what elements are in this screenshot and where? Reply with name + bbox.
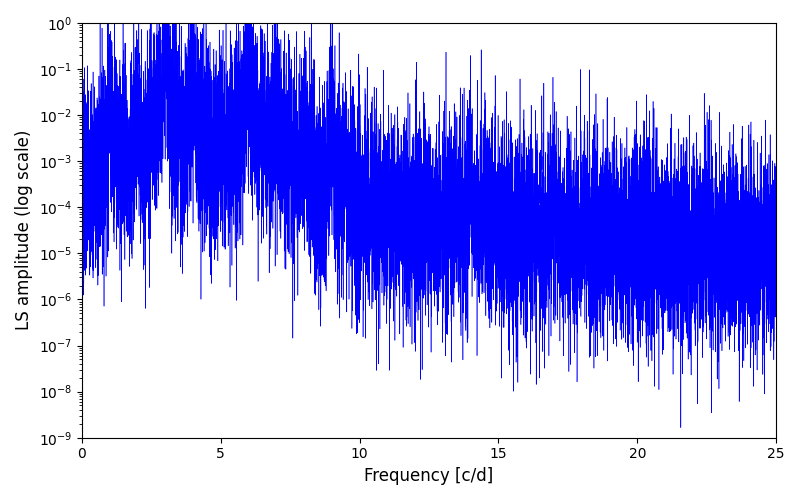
X-axis label: Frequency [c/d]: Frequency [c/d]	[364, 467, 494, 485]
Y-axis label: LS amplitude (log scale): LS amplitude (log scale)	[15, 130, 33, 330]
